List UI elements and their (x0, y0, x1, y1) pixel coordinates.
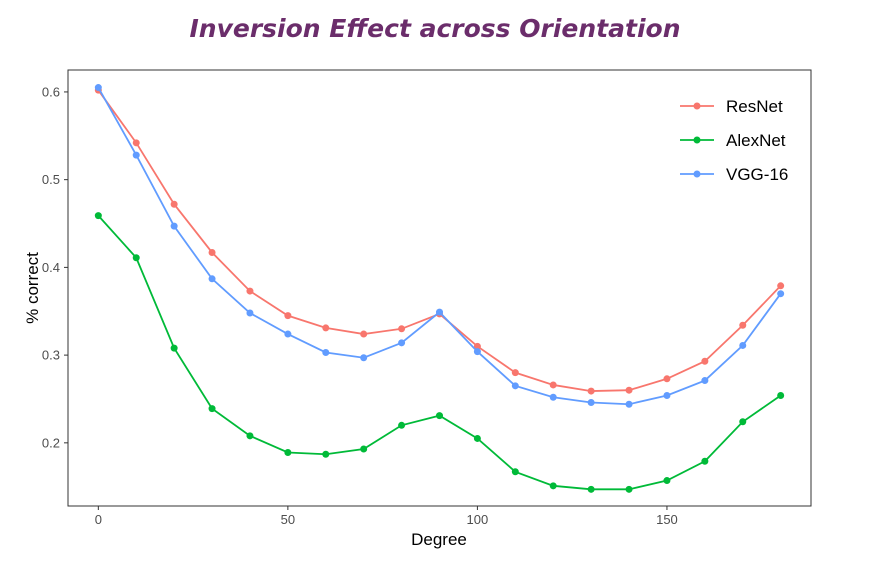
x-axis-title: Degree (411, 530, 467, 549)
data-point-vgg-16 (284, 330, 292, 338)
data-point-vgg-16 (208, 275, 216, 283)
data-point-alexnet (625, 485, 633, 493)
data-point-resnet (246, 287, 254, 295)
data-point-resnet (322, 324, 330, 332)
data-point-vgg-16 (511, 382, 519, 390)
data-point-vgg-16 (132, 151, 140, 159)
data-point-alexnet (587, 485, 595, 493)
plot-panel (67, 69, 812, 507)
data-point-resnet (701, 357, 709, 365)
data-point-resnet (587, 387, 595, 395)
data-point-alexnet (132, 254, 140, 262)
y-axis: 0.2 0.3 0.4 0.5 0.6 (42, 84, 68, 450)
data-point-vgg-16 (436, 308, 443, 316)
x-tick-label: 100 (467, 512, 489, 527)
data-point-vgg-16 (94, 84, 102, 92)
data-point-vgg-16 (663, 391, 671, 399)
data-point-alexnet (663, 477, 671, 485)
data-point-alexnet (739, 418, 747, 426)
data-point-alexnet (170, 344, 178, 352)
data-point-resnet (625, 386, 633, 394)
data-point-vgg-16 (625, 400, 633, 408)
x-axis: 0 50 100 150 (95, 506, 678, 527)
data-point-resnet (511, 369, 519, 377)
data-point-alexnet (322, 450, 330, 458)
data-point-alexnet (511, 468, 519, 476)
data-point-vgg-16 (246, 309, 254, 317)
y-axis-title: % correct (23, 252, 42, 324)
y-tick-label: 0.2 (42, 435, 60, 450)
legend-item-resnet: ResNet (680, 97, 783, 116)
data-point-alexnet (436, 412, 443, 420)
data-point-alexnet (360, 445, 368, 453)
data-point-alexnet (473, 434, 481, 442)
data-point-alexnet (777, 391, 785, 399)
series-alexnet (94, 212, 785, 493)
legend-item-vgg-16: VGG-16 (680, 165, 788, 184)
chart-title: Inversion Effect across Orientation (189, 14, 681, 43)
data-point-resnet (398, 325, 406, 333)
data-point-alexnet (208, 405, 216, 413)
data-point-alexnet (701, 457, 709, 465)
data-point-vgg-16 (587, 398, 595, 406)
data-point-vgg-16 (322, 348, 330, 356)
legend-key-point (693, 170, 701, 178)
data-point-vgg-16 (739, 341, 747, 349)
data-point-resnet (208, 248, 216, 256)
legend-label: ResNet (726, 97, 783, 116)
data-point-resnet (777, 282, 785, 290)
x-tick-label: 150 (656, 512, 678, 527)
legend-key-point (693, 136, 701, 144)
data-point-resnet (739, 321, 747, 329)
legend-item-alexnet: AlexNet (680, 131, 786, 150)
data-point-resnet (663, 375, 671, 383)
data-point-vgg-16 (701, 377, 709, 385)
data-point-vgg-16 (473, 348, 481, 356)
y-tick-label: 0.5 (42, 172, 60, 187)
series-layer (94, 84, 785, 493)
data-point-resnet (360, 330, 368, 338)
legend-key-point (693, 102, 701, 110)
data-point-alexnet (246, 432, 254, 440)
data-point-alexnet (284, 448, 292, 456)
legend: ResNet AlexNet VGG-16 (680, 97, 788, 184)
y-tick-label: 0.6 (42, 84, 60, 99)
y-tick-label: 0.4 (42, 260, 60, 275)
data-point-resnet (473, 342, 481, 350)
y-tick-label: 0.3 (42, 348, 60, 363)
x-tick-label: 0 (95, 512, 102, 527)
data-point-vgg-16 (398, 339, 406, 347)
data-point-resnet (284, 312, 292, 320)
data-point-resnet (549, 381, 557, 389)
data-point-vgg-16 (777, 290, 785, 298)
x-tick-label: 50 (281, 512, 295, 527)
data-point-vgg-16 (360, 354, 368, 362)
data-point-resnet (132, 139, 140, 147)
data-point-alexnet (94, 212, 102, 220)
data-point-alexnet (398, 421, 406, 429)
legend-label: VGG-16 (726, 165, 788, 184)
legend-label: AlexNet (726, 131, 786, 150)
data-point-vgg-16 (549, 393, 557, 401)
series-vgg-16 (94, 84, 785, 408)
data-point-resnet (170, 200, 178, 208)
data-point-vgg-16 (170, 222, 178, 230)
data-point-alexnet (549, 482, 557, 490)
